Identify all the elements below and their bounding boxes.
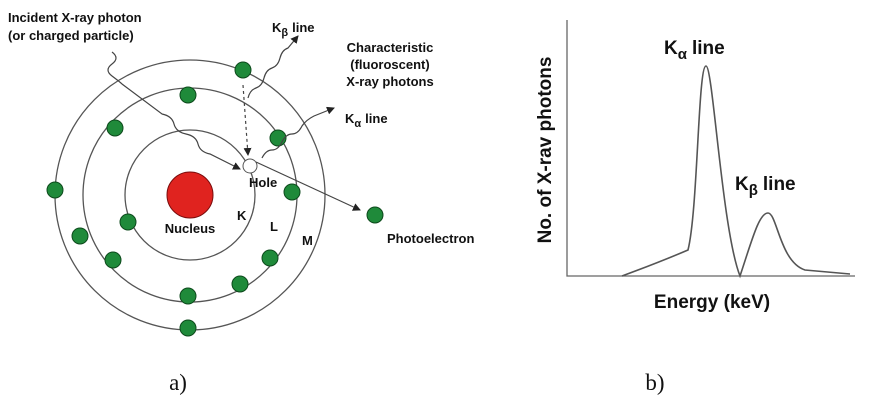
- characteristic-label: Characteristic: [347, 40, 434, 55]
- label-text: line: [763, 174, 796, 195]
- label-text: line: [292, 20, 314, 35]
- panel-a: Incident X-ray photon (or charged partic…: [8, 10, 474, 395]
- electron: [232, 276, 248, 292]
- subscript: β: [749, 182, 758, 199]
- electron: [262, 250, 278, 266]
- electron: [105, 252, 121, 268]
- figure: Incident X-ray photon (or charged partic…: [0, 0, 887, 401]
- photoelectron-label: Photoelectron: [387, 231, 474, 246]
- incident-label: Incident X-ray photon: [8, 10, 142, 25]
- electron: [270, 130, 286, 146]
- hole-label: Hole: [249, 175, 277, 190]
- label-text: line: [365, 111, 387, 126]
- electrons: [47, 62, 383, 336]
- subscript: α: [354, 118, 361, 130]
- electron: [47, 182, 63, 198]
- subscript: β: [281, 27, 288, 39]
- shell-label: K: [237, 208, 247, 223]
- x-axis-label: Energy (keV): [654, 292, 770, 313]
- symbol: K: [664, 38, 678, 59]
- electron: [180, 320, 196, 336]
- hole: [243, 159, 257, 173]
- electron: [284, 184, 300, 200]
- electron: [235, 62, 251, 78]
- symbol: K: [735, 174, 749, 195]
- subscript: α: [678, 46, 688, 63]
- shell-label: L: [270, 219, 278, 234]
- electron: [180, 288, 196, 304]
- nucleus-label: Nucleus: [165, 221, 216, 236]
- electron: [120, 214, 136, 230]
- electron: [72, 228, 88, 244]
- characteristic-label: (fluoroscent): [350, 57, 429, 72]
- caption: a): [169, 370, 187, 395]
- shell-label: M: [302, 233, 313, 248]
- nucleus: [167, 172, 213, 218]
- photoelectron: [367, 207, 383, 223]
- incident-label: (or charged particle): [8, 28, 134, 43]
- electron: [180, 87, 196, 103]
- spectrum-curve: [622, 66, 850, 276]
- caption: b): [645, 370, 664, 395]
- y-axis-label: No. of X-rav photons: [535, 57, 556, 244]
- transition-arrow: [243, 85, 248, 155]
- electron: [107, 120, 123, 136]
- label-text: line: [692, 38, 725, 59]
- incident-arrow: [108, 52, 240, 169]
- characteristic-label: X-ray photons: [346, 74, 433, 89]
